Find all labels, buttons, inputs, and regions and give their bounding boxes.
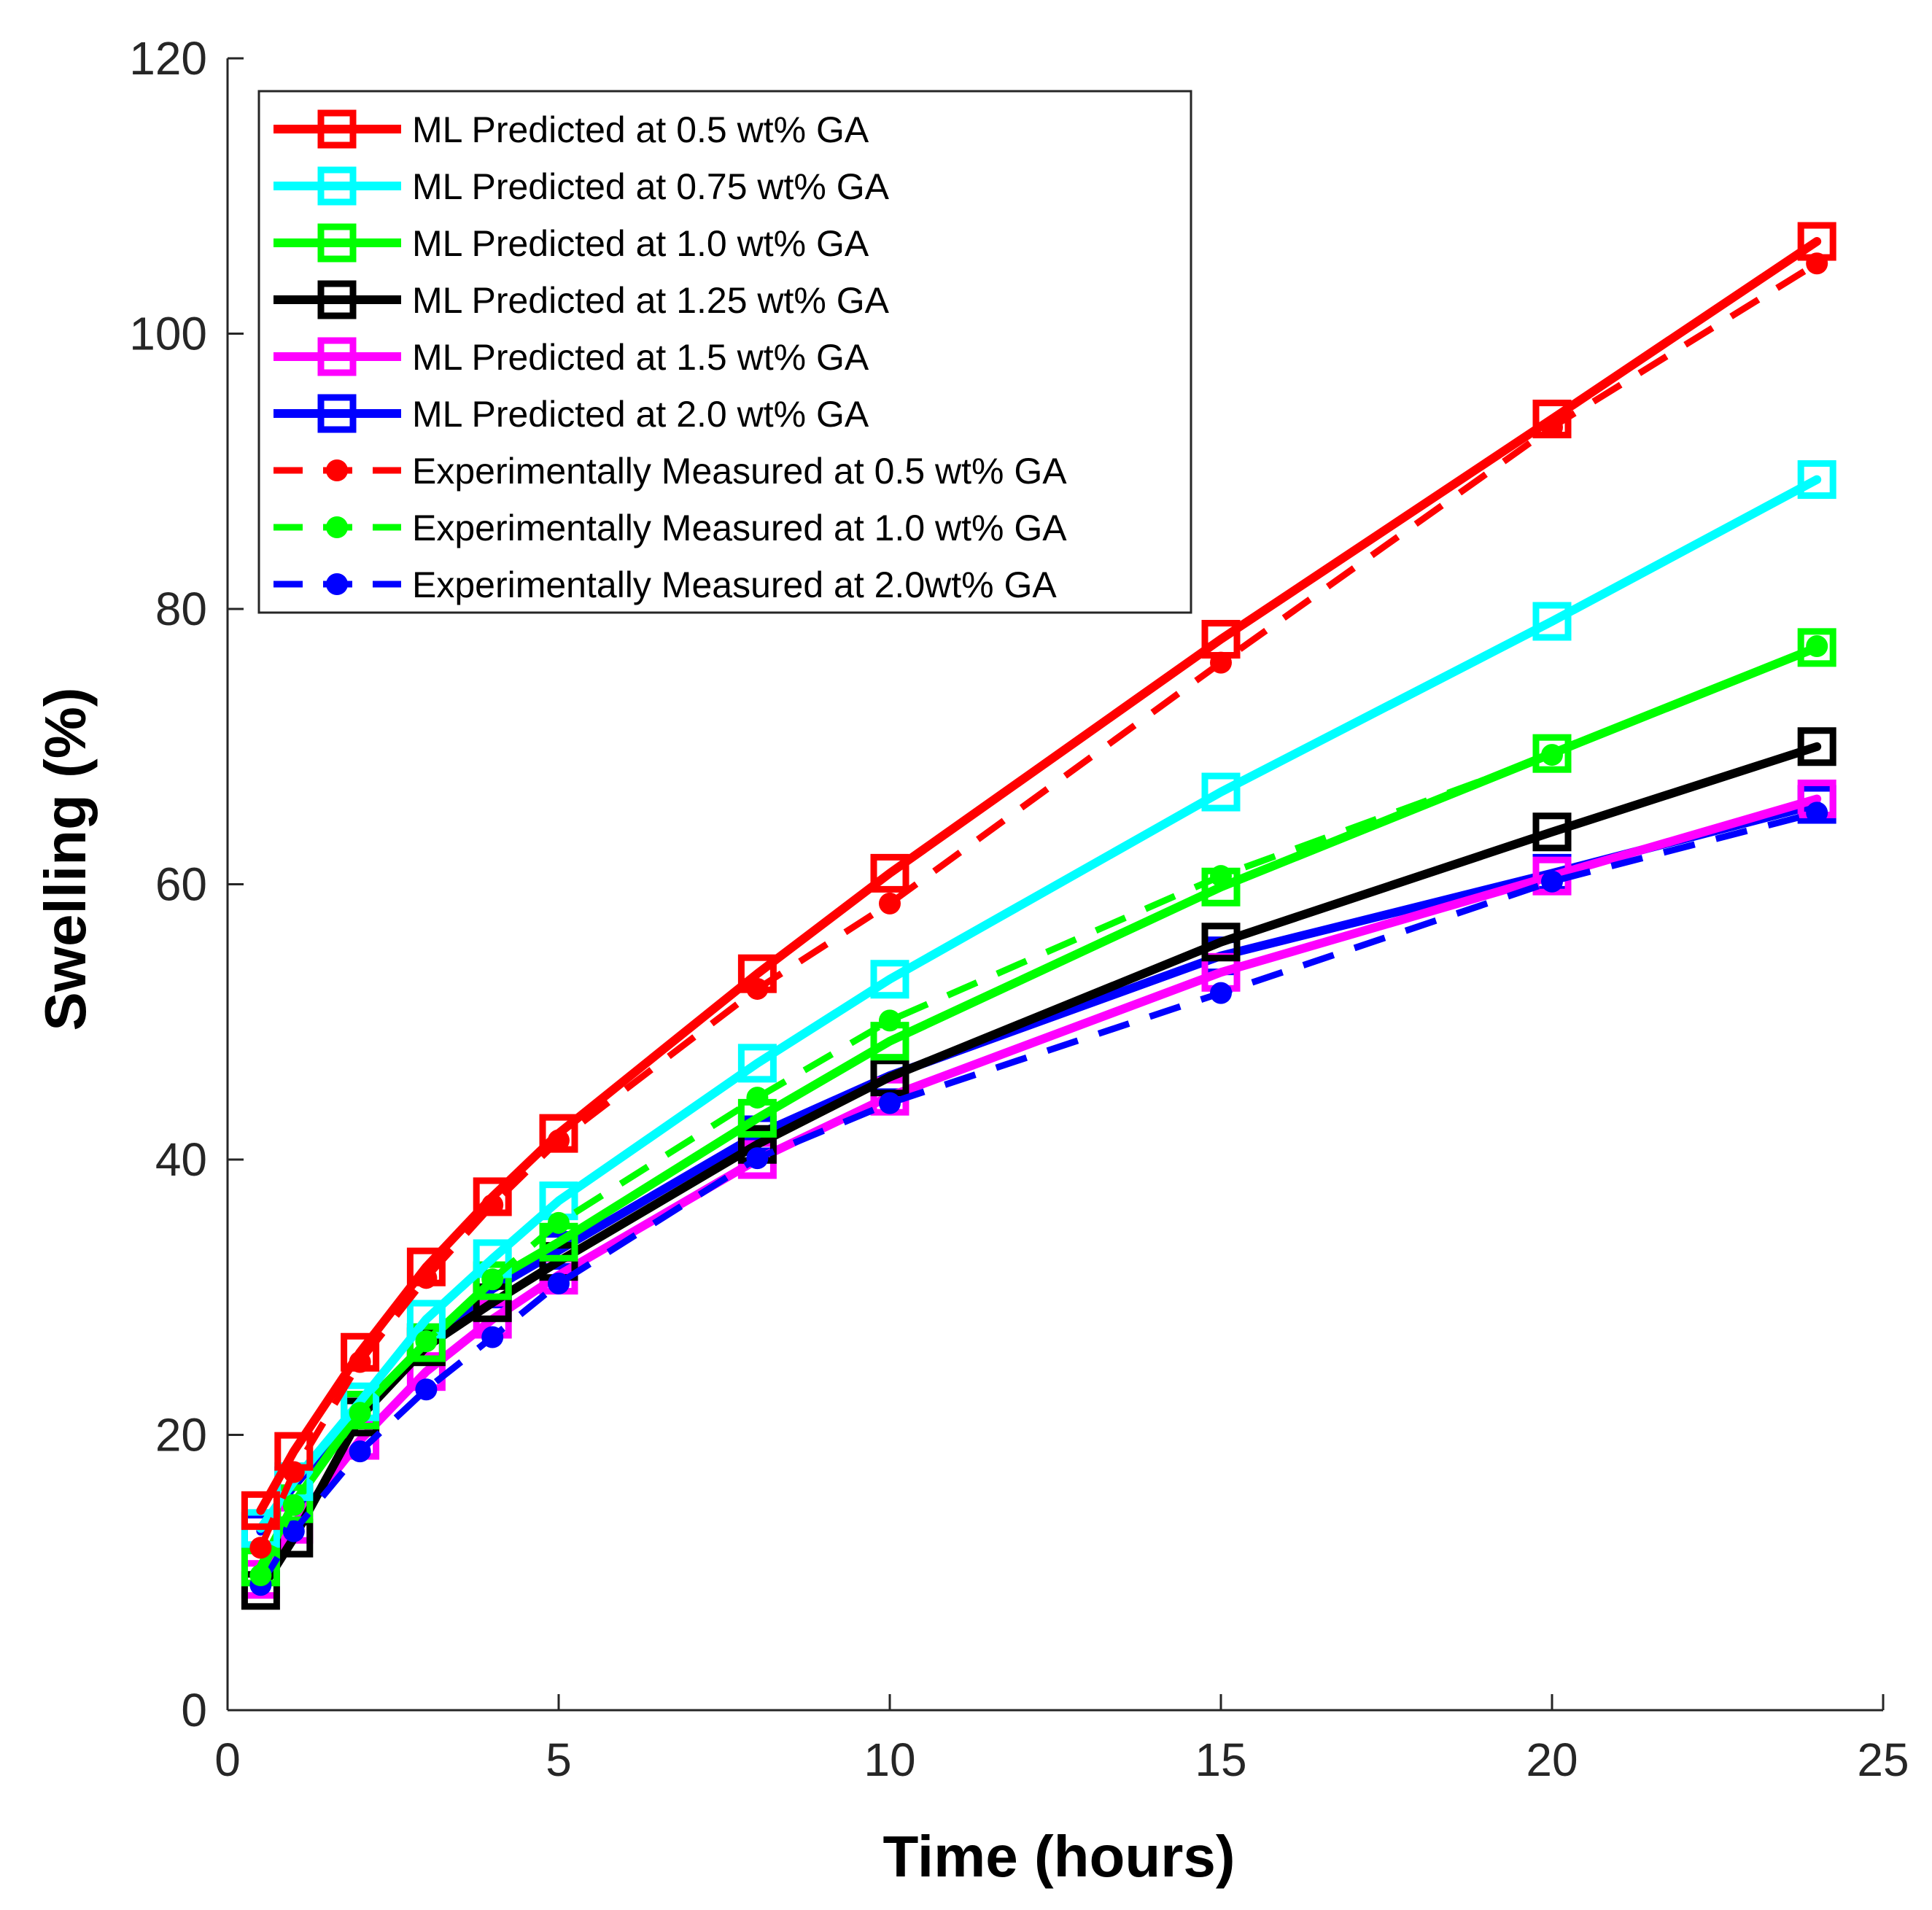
legend-entry-ml-predicted-at-1-0-wt-ga: ML Predicted at 1.0 wt% GA	[273, 223, 869, 264]
data-point-marker	[1532, 812, 1572, 852]
y-axis-title: Swelling (%)	[33, 687, 98, 1030]
data-point-marker	[1797, 628, 1836, 667]
data-point-marker	[1541, 870, 1563, 893]
legend-entry-ml-predicted-at-1-5-wt-ga: ML Predicted at 1.5 wt% GA	[273, 337, 869, 378]
data-point-marker	[1532, 734, 1572, 773]
series-line	[256, 643, 1822, 1572]
legend-swatch-marker	[317, 223, 357, 263]
data-point-marker	[879, 1009, 901, 1032]
legend-label: ML Predicted at 0.5 wt% GA	[412, 109, 869, 150]
y-tick-label: 120	[129, 32, 207, 85]
legend-label: ML Predicted at 0.75 wt% GA	[412, 166, 890, 207]
data-point-marker	[548, 1211, 570, 1234]
legend-box	[257, 90, 1192, 614]
data-point-marker	[349, 1351, 371, 1373]
legend: ML Predicted at 0.5 wt% GA ML Predicted a…	[257, 90, 1192, 614]
data-point-marker	[1797, 727, 1836, 766]
plot-series	[241, 222, 1836, 1610]
legend-label: Experimentally Measured at 2.0wt% GA	[412, 564, 1057, 605]
data-point-marker	[1201, 923, 1241, 962]
legend-entry-ml-predicted-at-2-0-wt-ga: ML Predicted at 2.0 wt% GA	[273, 394, 869, 435]
series-experimentally-measured-at-0-5-wt-ga	[249, 252, 1828, 1559]
data-point-marker	[746, 1147, 769, 1170]
legend-swatch-marker	[317, 109, 357, 149]
legend-entry-ml-predicted-at-1-25-wt-ga: ML Predicted at 1.25 wt% GA	[273, 280, 890, 321]
y-tick-label: 80	[155, 583, 207, 635]
axes: 0 5 10 15 20 25 0 20 40 60 80 100 120	[129, 32, 1909, 1786]
data-point-marker	[415, 1378, 438, 1401]
data-point-marker	[548, 1129, 570, 1152]
data-point-marker	[879, 892, 901, 915]
legend-label: Experimentally Measured at 0.5 wt% GA	[412, 451, 1067, 492]
data-point-marker	[1532, 602, 1572, 641]
y-tick-label: 40	[155, 1133, 207, 1186]
data-point-marker	[879, 1092, 901, 1114]
data-point-marker	[548, 1272, 570, 1294]
data-point-marker	[746, 977, 769, 1000]
legend-swatch-marker	[326, 516, 348, 538]
data-point-marker	[349, 1440, 371, 1463]
data-point-marker	[870, 853, 909, 893]
legend-label: ML Predicted at 1.0 wt% GA	[412, 223, 869, 264]
y-tick-label: 100	[129, 308, 207, 360]
legend-swatch-marker	[317, 394, 357, 433]
data-point-marker	[870, 960, 909, 999]
y-tick-label: 0	[181, 1684, 207, 1736]
legend-swatch-marker	[326, 573, 348, 595]
legend-swatch-marker	[317, 337, 357, 376]
x-tick-label: 20	[1526, 1734, 1578, 1786]
data-point-marker	[349, 1402, 371, 1424]
data-point-marker	[473, 1261, 512, 1300]
x-axis-title: Time (hours)	[882, 1824, 1235, 1889]
data-point-marker	[415, 1330, 438, 1353]
series-line	[257, 809, 1818, 1587]
data-point-marker	[1541, 744, 1563, 766]
series-ml-predicted-at-1-0-wt-ga	[241, 628, 1836, 1587]
legend-label: ML Predicted at 1.25 wt% GA	[412, 280, 890, 321]
data-point-marker	[1210, 982, 1232, 1004]
series-experimentally-measured-at-1-0-wt-ga	[249, 634, 1828, 1587]
data-point-marker	[481, 1326, 504, 1348]
legend-swatch-marker	[317, 166, 357, 206]
data-point-marker	[249, 1537, 272, 1559]
data-point-marker	[737, 1044, 777, 1083]
data-point-marker	[1806, 252, 1828, 275]
x-tick-label: 25	[1857, 1734, 1909, 1786]
legend-entry-experimentally-measured-at-2-0wt-ga: Experimentally Measured at 2.0wt% GA	[273, 564, 1057, 605]
data-point-marker	[282, 1461, 305, 1483]
data-point-marker	[1541, 416, 1563, 438]
data-point-marker	[1210, 651, 1232, 674]
data-point-marker	[746, 1087, 769, 1109]
legend-entry-ml-predicted-at-0-75-wt-ga: ML Predicted at 0.75 wt% GA	[273, 166, 890, 207]
legend-entry-experimentally-measured-at-1-0-wt-ga: Experimentally Measured at 1.0 wt% GA	[273, 508, 1067, 548]
data-point-marker	[282, 1494, 305, 1516]
x-tick-label: 15	[1195, 1734, 1246, 1786]
legend-swatch-marker	[317, 280, 357, 319]
data-point-marker	[481, 1268, 504, 1291]
data-point-marker	[282, 1520, 305, 1542]
data-point-marker	[1201, 772, 1241, 812]
y-tick-label: 60	[155, 858, 207, 911]
x-tick-label: 0	[214, 1734, 241, 1786]
series-line	[256, 475, 1822, 1533]
y-tick-label: 20	[155, 1409, 207, 1461]
data-point-marker	[1797, 460, 1836, 500]
legend-swatch-marker	[326, 459, 348, 481]
series-ml-predicted-at-0-5-wt-ga	[241, 222, 1836, 1530]
data-point-marker	[1210, 865, 1232, 888]
data-point-marker	[241, 1491, 280, 1530]
legend-label: ML Predicted at 2.0 wt% GA	[412, 394, 869, 435]
legend-entry-experimentally-measured-at-0-5-wt-ga: Experimentally Measured at 0.5 wt% GA	[273, 451, 1067, 492]
x-tick-label: 10	[864, 1734, 915, 1786]
data-point-marker	[249, 1564, 272, 1587]
data-point-marker	[481, 1194, 504, 1216]
legend-label: ML Predicted at 1.5 wt% GA	[412, 337, 869, 378]
data-point-marker	[1806, 634, 1828, 657]
data-point-marker	[415, 1267, 438, 1289]
legend-entry-ml-predicted-at-0-5-wt-ga: ML Predicted at 0.5 wt% GA	[273, 109, 869, 150]
x-tick-label: 5	[546, 1734, 572, 1786]
legend-label: Experimentally Measured at 1.0 wt% GA	[412, 508, 1067, 548]
data-point-marker	[1806, 801, 1828, 824]
